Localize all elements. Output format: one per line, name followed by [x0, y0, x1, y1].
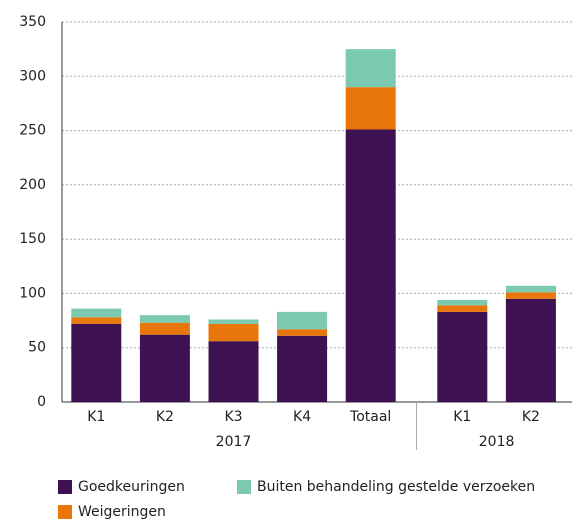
group-label: 2018: [479, 434, 515, 450]
legend-swatch: [237, 480, 251, 494]
legend-label: Weigeringen: [78, 504, 166, 520]
bar-segment: [208, 319, 259, 324]
y-tick-label: 250: [19, 123, 46, 139]
x-tick-label: K1: [87, 409, 105, 425]
bar-segment: [345, 87, 396, 130]
bar-segment: [505, 292, 556, 299]
y-tick-label: 150: [19, 231, 46, 247]
bar-segment: [437, 299, 488, 306]
x-tick-label: K4: [293, 409, 311, 425]
bar-segment: [437, 311, 488, 402]
y-tick-label: 200: [19, 177, 46, 193]
legend-swatch: [58, 505, 72, 519]
bar-segment: [208, 323, 259, 342]
group-label: 2017: [216, 434, 252, 450]
bar-segment: [277, 329, 328, 336]
bar-segment: [345, 129, 396, 402]
bar-segment: [71, 317, 122, 324]
bar-segment: [71, 323, 122, 402]
legend-swatch: [58, 480, 72, 494]
bar-segment: [277, 311, 328, 330]
y-tick-label: 0: [37, 394, 46, 410]
bar-segment: [277, 335, 328, 402]
bar-segment: [139, 322, 190, 335]
y-tick-label: 300: [19, 68, 46, 84]
legend-label: Goedkeuringen: [78, 479, 185, 495]
bar-segment: [208, 341, 259, 402]
legend-label: Buiten behandeling gestelde verzoeken: [257, 479, 535, 495]
bar-segment: [71, 308, 122, 318]
bar-segment: [505, 285, 556, 293]
x-tick-label: K3: [224, 409, 242, 425]
y-tick-label: 50: [28, 340, 46, 356]
x-tick-label: K1: [453, 409, 471, 425]
bar-segment: [139, 334, 190, 402]
bar-segment: [505, 298, 556, 402]
x-tick-label: Totaal: [349, 409, 391, 425]
x-tick-label: K2: [522, 409, 540, 425]
bar-segment: [345, 49, 396, 88]
bar-segment: [437, 305, 488, 312]
y-tick-label: 100: [19, 285, 46, 301]
y-tick-label: 350: [19, 14, 46, 30]
x-tick-label: K2: [156, 409, 174, 425]
bar-segment: [139, 315, 190, 323]
